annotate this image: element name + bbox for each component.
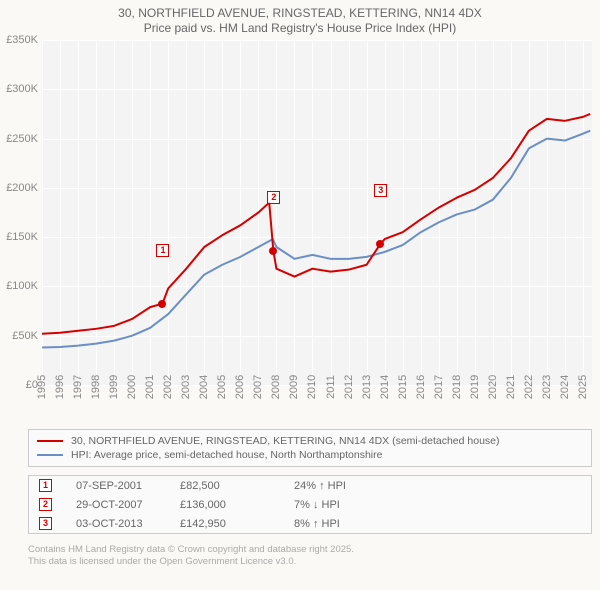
legend-row: 30, NORTHFIELD AVENUE, RINGSTEAD, KETTER… bbox=[37, 434, 583, 448]
y-tick-label: £50K bbox=[12, 330, 38, 342]
sales-row-hpi: 8% ↑ HPI bbox=[294, 518, 404, 530]
legend: 30, NORTHFIELD AVENUE, RINGSTEAD, KETTER… bbox=[28, 429, 592, 467]
sale-marker-dot bbox=[376, 240, 384, 248]
legend-swatch bbox=[37, 440, 63, 442]
x-tick-label: 2018 bbox=[451, 375, 463, 399]
sale-marker-dot bbox=[158, 300, 166, 308]
x-tick-label: 2010 bbox=[306, 375, 318, 399]
legend-row: HPI: Average price, semi-detached house,… bbox=[37, 448, 583, 462]
sales-row-date: 07-SEP-2001 bbox=[56, 480, 176, 492]
x-tick-label: 2012 bbox=[343, 375, 355, 399]
x-tick-label: 2015 bbox=[397, 375, 409, 399]
legend-label: 30, NORTHFIELD AVENUE, RINGSTEAD, KETTER… bbox=[71, 435, 500, 447]
y-tick-label: £100K bbox=[6, 280, 38, 292]
y-tick-label: £250K bbox=[6, 133, 38, 145]
sale-marker-dot bbox=[269, 247, 277, 255]
sales-row: 2 29-OCT-2007 £136,000 7% ↓ HPI bbox=[29, 495, 591, 514]
footer-line-2: This data is licensed under the Open Gov… bbox=[28, 556, 590, 568]
x-tick-label: 1998 bbox=[90, 375, 102, 399]
x-tick-label: 2011 bbox=[325, 375, 337, 399]
y-tick-label: £200K bbox=[6, 182, 38, 194]
series-hpi-line bbox=[42, 131, 590, 348]
x-tick-label: 1996 bbox=[54, 375, 66, 399]
y-tick-label: £300K bbox=[6, 83, 38, 95]
x-tick-label: 2019 bbox=[469, 375, 481, 399]
sales-row-marker: 2 bbox=[39, 498, 52, 511]
x-tick-label: 2017 bbox=[433, 375, 445, 399]
x-axis: 1995199619971998199920002001200220032004… bbox=[42, 385, 592, 423]
x-tick-label: 2024 bbox=[559, 375, 571, 399]
sales-row-hpi: 24% ↑ HPI bbox=[294, 480, 404, 492]
chart-container: 30, NORTHFIELD AVENUE, RINGSTEAD, KETTER… bbox=[0, 0, 600, 590]
sales-row-marker: 1 bbox=[39, 479, 52, 492]
sale-marker-box: 1 bbox=[156, 244, 169, 257]
y-tick-label: £350K bbox=[6, 34, 38, 46]
x-tick-label: 2001 bbox=[144, 375, 156, 399]
sales-table: 1 07-SEP-2001 £82,500 24% ↑ HPI 2 29-OCT-2007… bbox=[28, 475, 592, 534]
x-tick-label: 2003 bbox=[180, 375, 192, 399]
x-tick-label: 2022 bbox=[523, 375, 535, 399]
chart-lines bbox=[42, 40, 592, 385]
sales-row-price: £142,950 bbox=[180, 518, 290, 530]
x-tick-label: 2014 bbox=[379, 375, 391, 399]
title-line-2: Price paid vs. HM Land Registry's House … bbox=[10, 21, 590, 36]
sales-row-price: £82,500 bbox=[180, 480, 290, 492]
sale-marker-box: 3 bbox=[374, 184, 387, 197]
x-tick-label: 1999 bbox=[108, 375, 120, 399]
x-tick-label: 2007 bbox=[252, 375, 264, 399]
x-tick-label: 2021 bbox=[505, 375, 517, 399]
legend-label: HPI: Average price, semi-detached house,… bbox=[71, 449, 382, 461]
x-tick-label: 2025 bbox=[577, 375, 589, 399]
legend-swatch bbox=[37, 454, 63, 456]
sales-row-date: 03-OCT-2013 bbox=[56, 518, 176, 530]
sales-row-date: 29-OCT-2007 bbox=[56, 499, 176, 511]
y-axis: £0£50K£100K£150K£200K£250K£300K£350K bbox=[0, 40, 42, 385]
chart-title: 30, NORTHFIELD AVENUE, RINGSTEAD, KETTER… bbox=[0, 0, 600, 40]
sales-row-hpi: 7% ↓ HPI bbox=[294, 499, 404, 511]
y-tick-label: £150K bbox=[6, 231, 38, 243]
x-tick-label: 2008 bbox=[270, 375, 282, 399]
x-tick-label: 2002 bbox=[162, 375, 174, 399]
x-tick-label: 2023 bbox=[541, 375, 553, 399]
sales-row-marker: 3 bbox=[39, 517, 52, 530]
sales-row: 1 07-SEP-2001 £82,500 24% ↑ HPI bbox=[29, 476, 591, 495]
x-tick-label: 2005 bbox=[216, 375, 228, 399]
x-tick-label: 2004 bbox=[198, 375, 210, 399]
x-tick-label: 2000 bbox=[126, 375, 138, 399]
title-line-1: 30, NORTHFIELD AVENUE, RINGSTEAD, KETTER… bbox=[10, 6, 590, 21]
sales-row-price: £136,000 bbox=[180, 499, 290, 511]
x-tick-label: 2009 bbox=[288, 375, 300, 399]
footer-line-1: Contains HM Land Registry data © Crown c… bbox=[28, 544, 590, 556]
x-tick-label: 2006 bbox=[234, 375, 246, 399]
x-tick-label: 2013 bbox=[361, 375, 373, 399]
x-tick-label: 2020 bbox=[487, 375, 499, 399]
sale-marker-box: 2 bbox=[267, 191, 280, 204]
footer-attribution: Contains HM Land Registry data © Crown c… bbox=[28, 544, 590, 568]
x-tick-label: 1997 bbox=[72, 375, 84, 399]
series-property-line bbox=[42, 114, 590, 334]
x-tick-label: 2016 bbox=[415, 375, 427, 399]
plot-area: £0£50K£100K£150K£200K£250K£300K£350K 123 bbox=[42, 40, 592, 385]
x-tick-label: 1995 bbox=[36, 375, 48, 399]
sales-row: 3 03-OCT-2013 £142,950 8% ↑ HPI bbox=[29, 514, 591, 533]
